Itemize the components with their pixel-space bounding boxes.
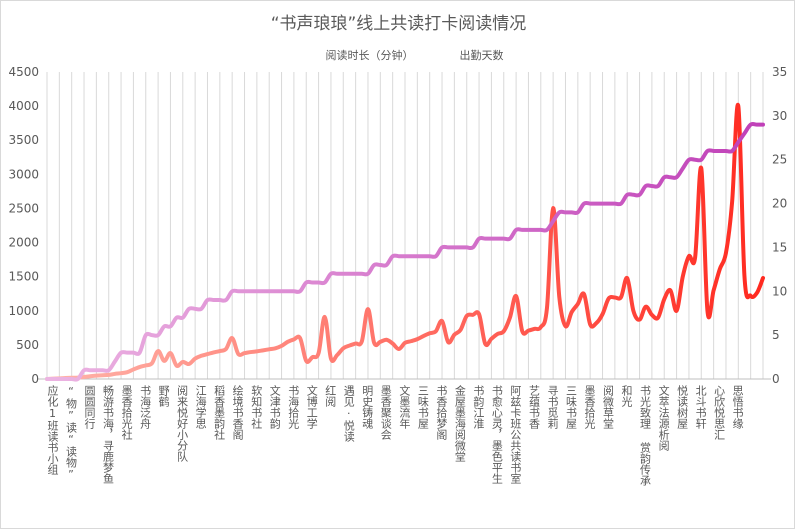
x-tick-label: 墨香聚谈会 <box>379 385 393 440</box>
x-tick-label: 应化1班读书小组 <box>46 385 59 475</box>
x-tick-label: 书香拾梦阁 <box>434 385 448 440</box>
x-tick-label: 绘境书香阁 <box>231 385 245 440</box>
y-left-tick-label: 500 <box>16 338 39 352</box>
y-right-tick-label: 25 <box>772 153 787 167</box>
y-left-tick-label: 2000 <box>8 236 39 250</box>
legend-item-attendance-days[interactable]: 出勤天数 <box>427 47 504 63</box>
x-tick-label: 阅微草堂 <box>601 385 615 429</box>
x-tick-label: 悦读树屋 <box>675 385 689 429</box>
x-tick-label: 三味书屋 <box>416 385 430 429</box>
x-tick-label: 艺蕴书香 <box>527 385 541 429</box>
chart-title: “书声琅琅”线上共读打卡阅读情况 <box>270 14 527 34</box>
x-tick-label: 红阅 <box>323 385 337 407</box>
x-tick-label: 阿兹卡班公共读书室 <box>508 385 522 484</box>
legend: 阅读时长（分钟） 出勤天数 <box>1 47 794 63</box>
legend-label-attendance-days: 出勤天数 <box>459 49 504 62</box>
x-tick-label: 明史铸魂 <box>360 385 374 429</box>
x-tick-label: 书海泛舟 <box>138 385 152 429</box>
x-tick-label: 文津书韵 <box>268 385 282 429</box>
x-tick-label: 墨香拾光 <box>583 385 596 429</box>
y-left-tick-label: 4000 <box>8 99 39 113</box>
x-tick-label: 江海学思 <box>194 385 208 429</box>
x-tick-label: 墨香拾光社 <box>120 385 134 440</box>
x-tick-label: 金屋墨海阅微堂 <box>453 385 467 462</box>
y-right-tick-label: 30 <box>772 109 787 123</box>
y-right-tick-label: 15 <box>772 240 787 254</box>
x-tick-label: 圆圆同行 <box>83 385 97 429</box>
x-tick-label: 寻书觅莉 <box>545 385 559 429</box>
x-tick-label: 文萃法源析阅 <box>657 385 671 451</box>
y-left-tick-label: 3000 <box>8 167 39 181</box>
x-tick-label: 三味书屋 <box>564 385 578 429</box>
x-tick-label: 文博工学 <box>305 385 319 429</box>
x-tick-label: 书海拾光 <box>286 385 300 429</box>
x-tick-label: 遇见·悦读 <box>342 385 356 442</box>
x-tick-label: 文墨流年 <box>397 385 411 429</box>
y-right-tick-label: 10 <box>772 284 787 298</box>
y-left-tick-label: 1000 <box>8 304 39 318</box>
legend-swatch-attendance-days <box>427 53 456 57</box>
x-tick-label: 书韵江淮 <box>471 385 485 429</box>
x-tick-label: “物”读“读物” <box>64 385 78 481</box>
series-line-attendance-days <box>45 121 765 382</box>
legend-item-reading-minutes[interactable]: 阅读时长（分钟） <box>293 47 414 63</box>
series-line-reading-minutes <box>45 102 765 381</box>
x-tick-label: 阅来悦好小分队 <box>175 385 189 462</box>
x-tick-label: 北斗书轩 <box>694 385 708 429</box>
legend-swatch-reading-minutes <box>293 53 322 57</box>
y-left-tick-label: 2500 <box>8 201 39 215</box>
y-right-tick-label: 20 <box>772 197 787 211</box>
y-left-tick-label: 0 <box>31 372 39 386</box>
y-right-tick-label: 35 <box>772 65 787 79</box>
x-tick-label: 和光 <box>620 385 634 407</box>
y-left-tick-label: 4500 <box>8 65 39 79</box>
y-right-tick-label: 5 <box>772 328 780 342</box>
y-left-tick-label: 1500 <box>8 270 39 284</box>
y-left-tick-label: 3500 <box>8 133 39 147</box>
x-tick-label: 畅游书海，寻鹿梦鱼 <box>101 385 115 484</box>
x-tick-label: 软知书社 <box>249 385 263 429</box>
x-tick-label: 书愈心灵，墨色平生 <box>490 385 504 484</box>
x-tick-label: 稻香墨韵社 <box>212 385 226 440</box>
x-tick-label: 心欣悦思汇 <box>712 385 726 440</box>
x-tick-label: 思悟书缘 <box>731 385 745 429</box>
x-tick-label: 野鹤 <box>157 385 171 407</box>
y-right-tick-label: 0 <box>772 372 780 386</box>
x-tick-label: 书光致理 赏韵传承 <box>638 385 652 486</box>
legend-label-reading-minutes: 阅读时长（分钟） <box>325 49 414 62</box>
